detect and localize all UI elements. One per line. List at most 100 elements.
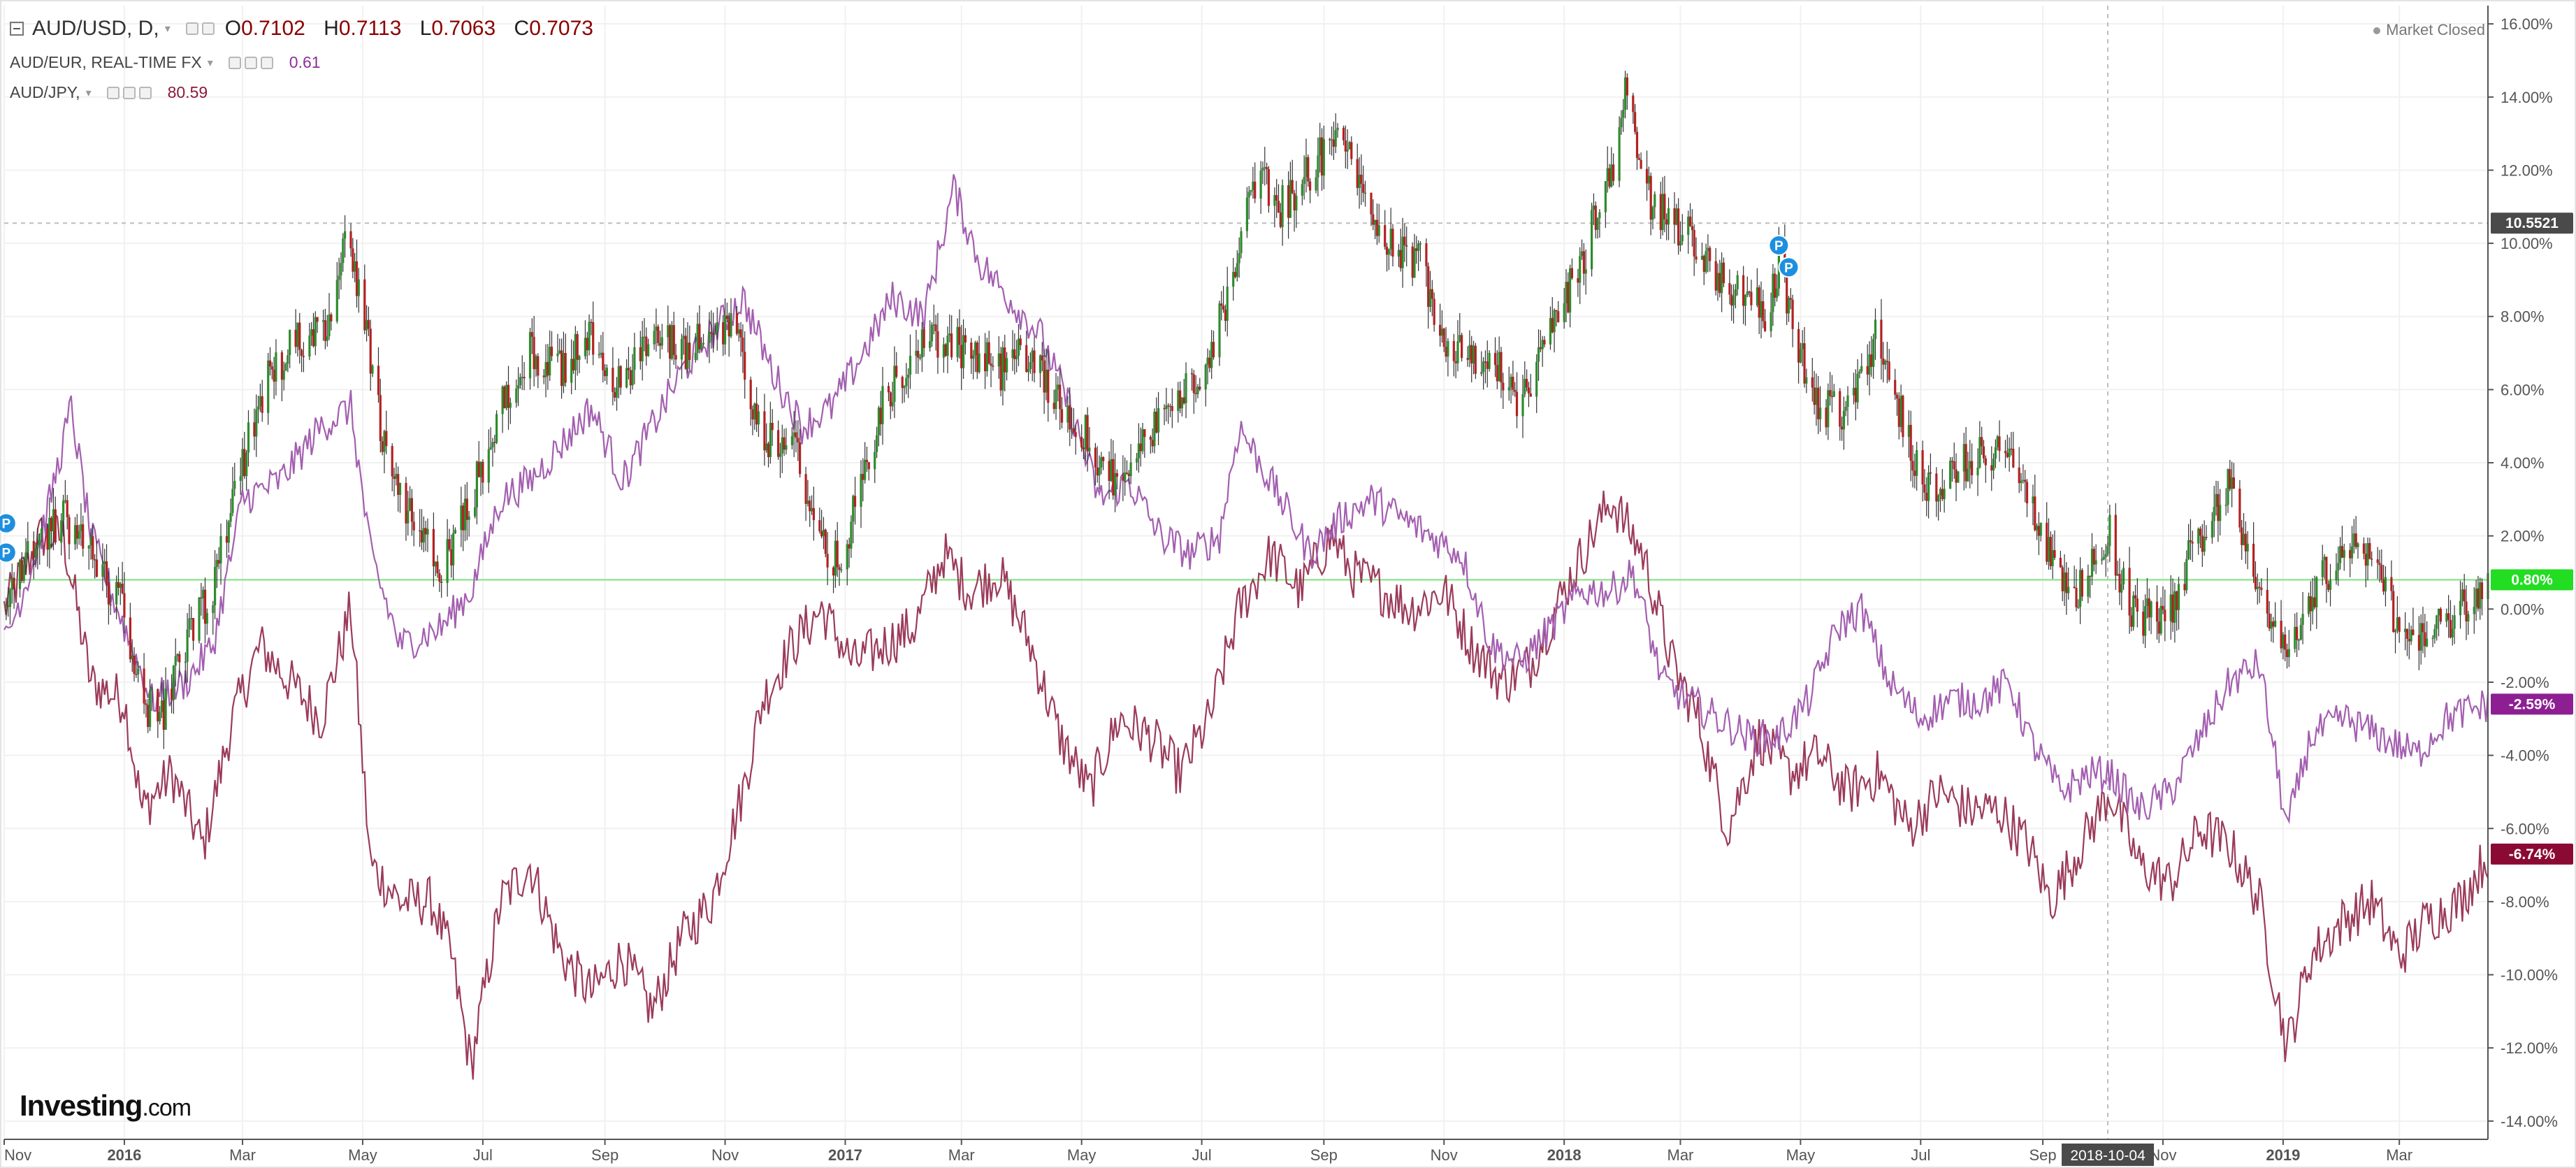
- candle-body: [2081, 570, 2083, 597]
- candle-body: [917, 350, 920, 358]
- candle-body: [1057, 384, 1059, 389]
- candle-body: [2241, 527, 2243, 545]
- candle-body: [273, 369, 275, 382]
- chevron-down-icon[interactable]: ▾: [164, 23, 171, 35]
- candle-body: [757, 411, 760, 425]
- candle-body: [1998, 436, 2001, 452]
- gear-icon[interactable]: [122, 86, 136, 99]
- candle-body: [10, 577, 13, 591]
- settings-icon[interactable]: [228, 56, 241, 69]
- close-icon[interactable]: [138, 86, 152, 99]
- candle-body: [1281, 185, 1284, 227]
- chevron-down-icon[interactable]: ▾: [85, 87, 92, 99]
- candle-body: [2150, 601, 2152, 618]
- candle-body: [889, 392, 892, 407]
- x-tick-label: Sep: [591, 1146, 618, 1164]
- candle-body: [1667, 208, 1670, 225]
- y-tick-label: -4.00%: [2501, 747, 2549, 765]
- candle-body: [1377, 225, 1380, 236]
- candle-body: [1543, 340, 1546, 345]
- candle-body: [1654, 194, 1656, 208]
- candle-body: [1305, 157, 1308, 178]
- candle-body: [1714, 261, 1717, 291]
- candle-body: [1011, 349, 1014, 359]
- candle-body: [1813, 387, 1816, 405]
- candle-body: [326, 336, 328, 341]
- candle-body: [73, 525, 77, 545]
- candle-body: [8, 590, 12, 607]
- candle-body: [1431, 289, 1433, 299]
- gear-icon[interactable]: [244, 56, 257, 69]
- candle-body: [1620, 117, 1623, 128]
- gear-icon[interactable]: [201, 22, 215, 35]
- candle-body: [1693, 230, 1695, 257]
- candle-body: [517, 385, 520, 389]
- candle-body: [1911, 461, 1914, 471]
- candle-body: [1180, 397, 1183, 409]
- candle-body: [330, 314, 333, 322]
- candle-body: [1375, 219, 1378, 236]
- candle-body: [964, 335, 967, 343]
- settings-icon[interactable]: [185, 22, 198, 35]
- settings-icon[interactable]: [106, 86, 120, 99]
- candle-body: [739, 329, 742, 338]
- candle-body: [779, 453, 781, 457]
- candle-body: [1935, 473, 1938, 502]
- x-tick-label: 2016: [107, 1146, 141, 1164]
- candle-body: [1348, 142, 1351, 150]
- collapse-legend-icon[interactable]: [10, 22, 24, 36]
- candle-body: [2447, 613, 2450, 620]
- candle-body: [1329, 139, 1331, 140]
- legend-aud-jpy[interactable]: AUD/JPY, ▾ 80.59: [10, 83, 208, 102]
- candle-body: [259, 396, 261, 407]
- candle-body: [1500, 352, 1503, 383]
- candle-body: [1136, 458, 1138, 463]
- candle-body: [310, 329, 313, 336]
- candle-body: [846, 544, 848, 570]
- candle-body: [1817, 387, 1820, 419]
- candle-body: [686, 343, 689, 369]
- candle-body: [1927, 472, 1930, 501]
- candle-body: [2368, 543, 2371, 559]
- candle-body: [1746, 291, 1749, 295]
- candle-body: [1962, 444, 1965, 472]
- candle-body: [78, 531, 80, 539]
- candle-body: [535, 356, 537, 370]
- legend-aud-eur[interactable]: AUD/EUR, REAL-TIME FX ▾ 0.61: [10, 53, 321, 72]
- close-icon[interactable]: [260, 56, 273, 69]
- candle-body: [1610, 164, 1613, 187]
- candle-body: [867, 462, 870, 470]
- candle-body: [972, 355, 975, 359]
- candle-body: [1220, 303, 1223, 306]
- candle-body: [412, 521, 415, 531]
- candle-body: [1125, 473, 1129, 474]
- candle-body: [1224, 310, 1227, 321]
- candle-body: [1640, 159, 1642, 169]
- candle-body: [308, 336, 311, 357]
- candle-body: [1825, 408, 1828, 428]
- candle-body: [280, 352, 283, 380]
- candle-body: [1417, 243, 1420, 251]
- candle-body: [465, 498, 468, 520]
- candle-body: [2475, 588, 2477, 607]
- candle-body: [2162, 605, 2164, 610]
- x-tick-label: May: [348, 1146, 377, 1164]
- legend-aud-usd[interactable]: AUD/USD, D, ▾ O0.7102 H0.7113 L0.7063 C0…: [10, 17, 593, 41]
- candle-body: [919, 357, 922, 359]
- candle-body: [1791, 299, 1794, 329]
- candle-body: [371, 366, 374, 374]
- candle-body: [133, 656, 136, 674]
- chevron-down-icon[interactable]: ▾: [207, 57, 213, 69]
- candle-body: [2392, 591, 2395, 633]
- candle-body: [1539, 347, 1542, 349]
- candle-body: [231, 489, 234, 513]
- candle-body: [1425, 243, 1428, 266]
- candle-body: [797, 438, 799, 442]
- y-tick-label: -6.00%: [2501, 820, 2549, 837]
- candle-body: [1691, 226, 1693, 231]
- candle-body: [523, 377, 526, 379]
- candle-body: [1452, 340, 1455, 361]
- candle-body: [1842, 410, 1845, 430]
